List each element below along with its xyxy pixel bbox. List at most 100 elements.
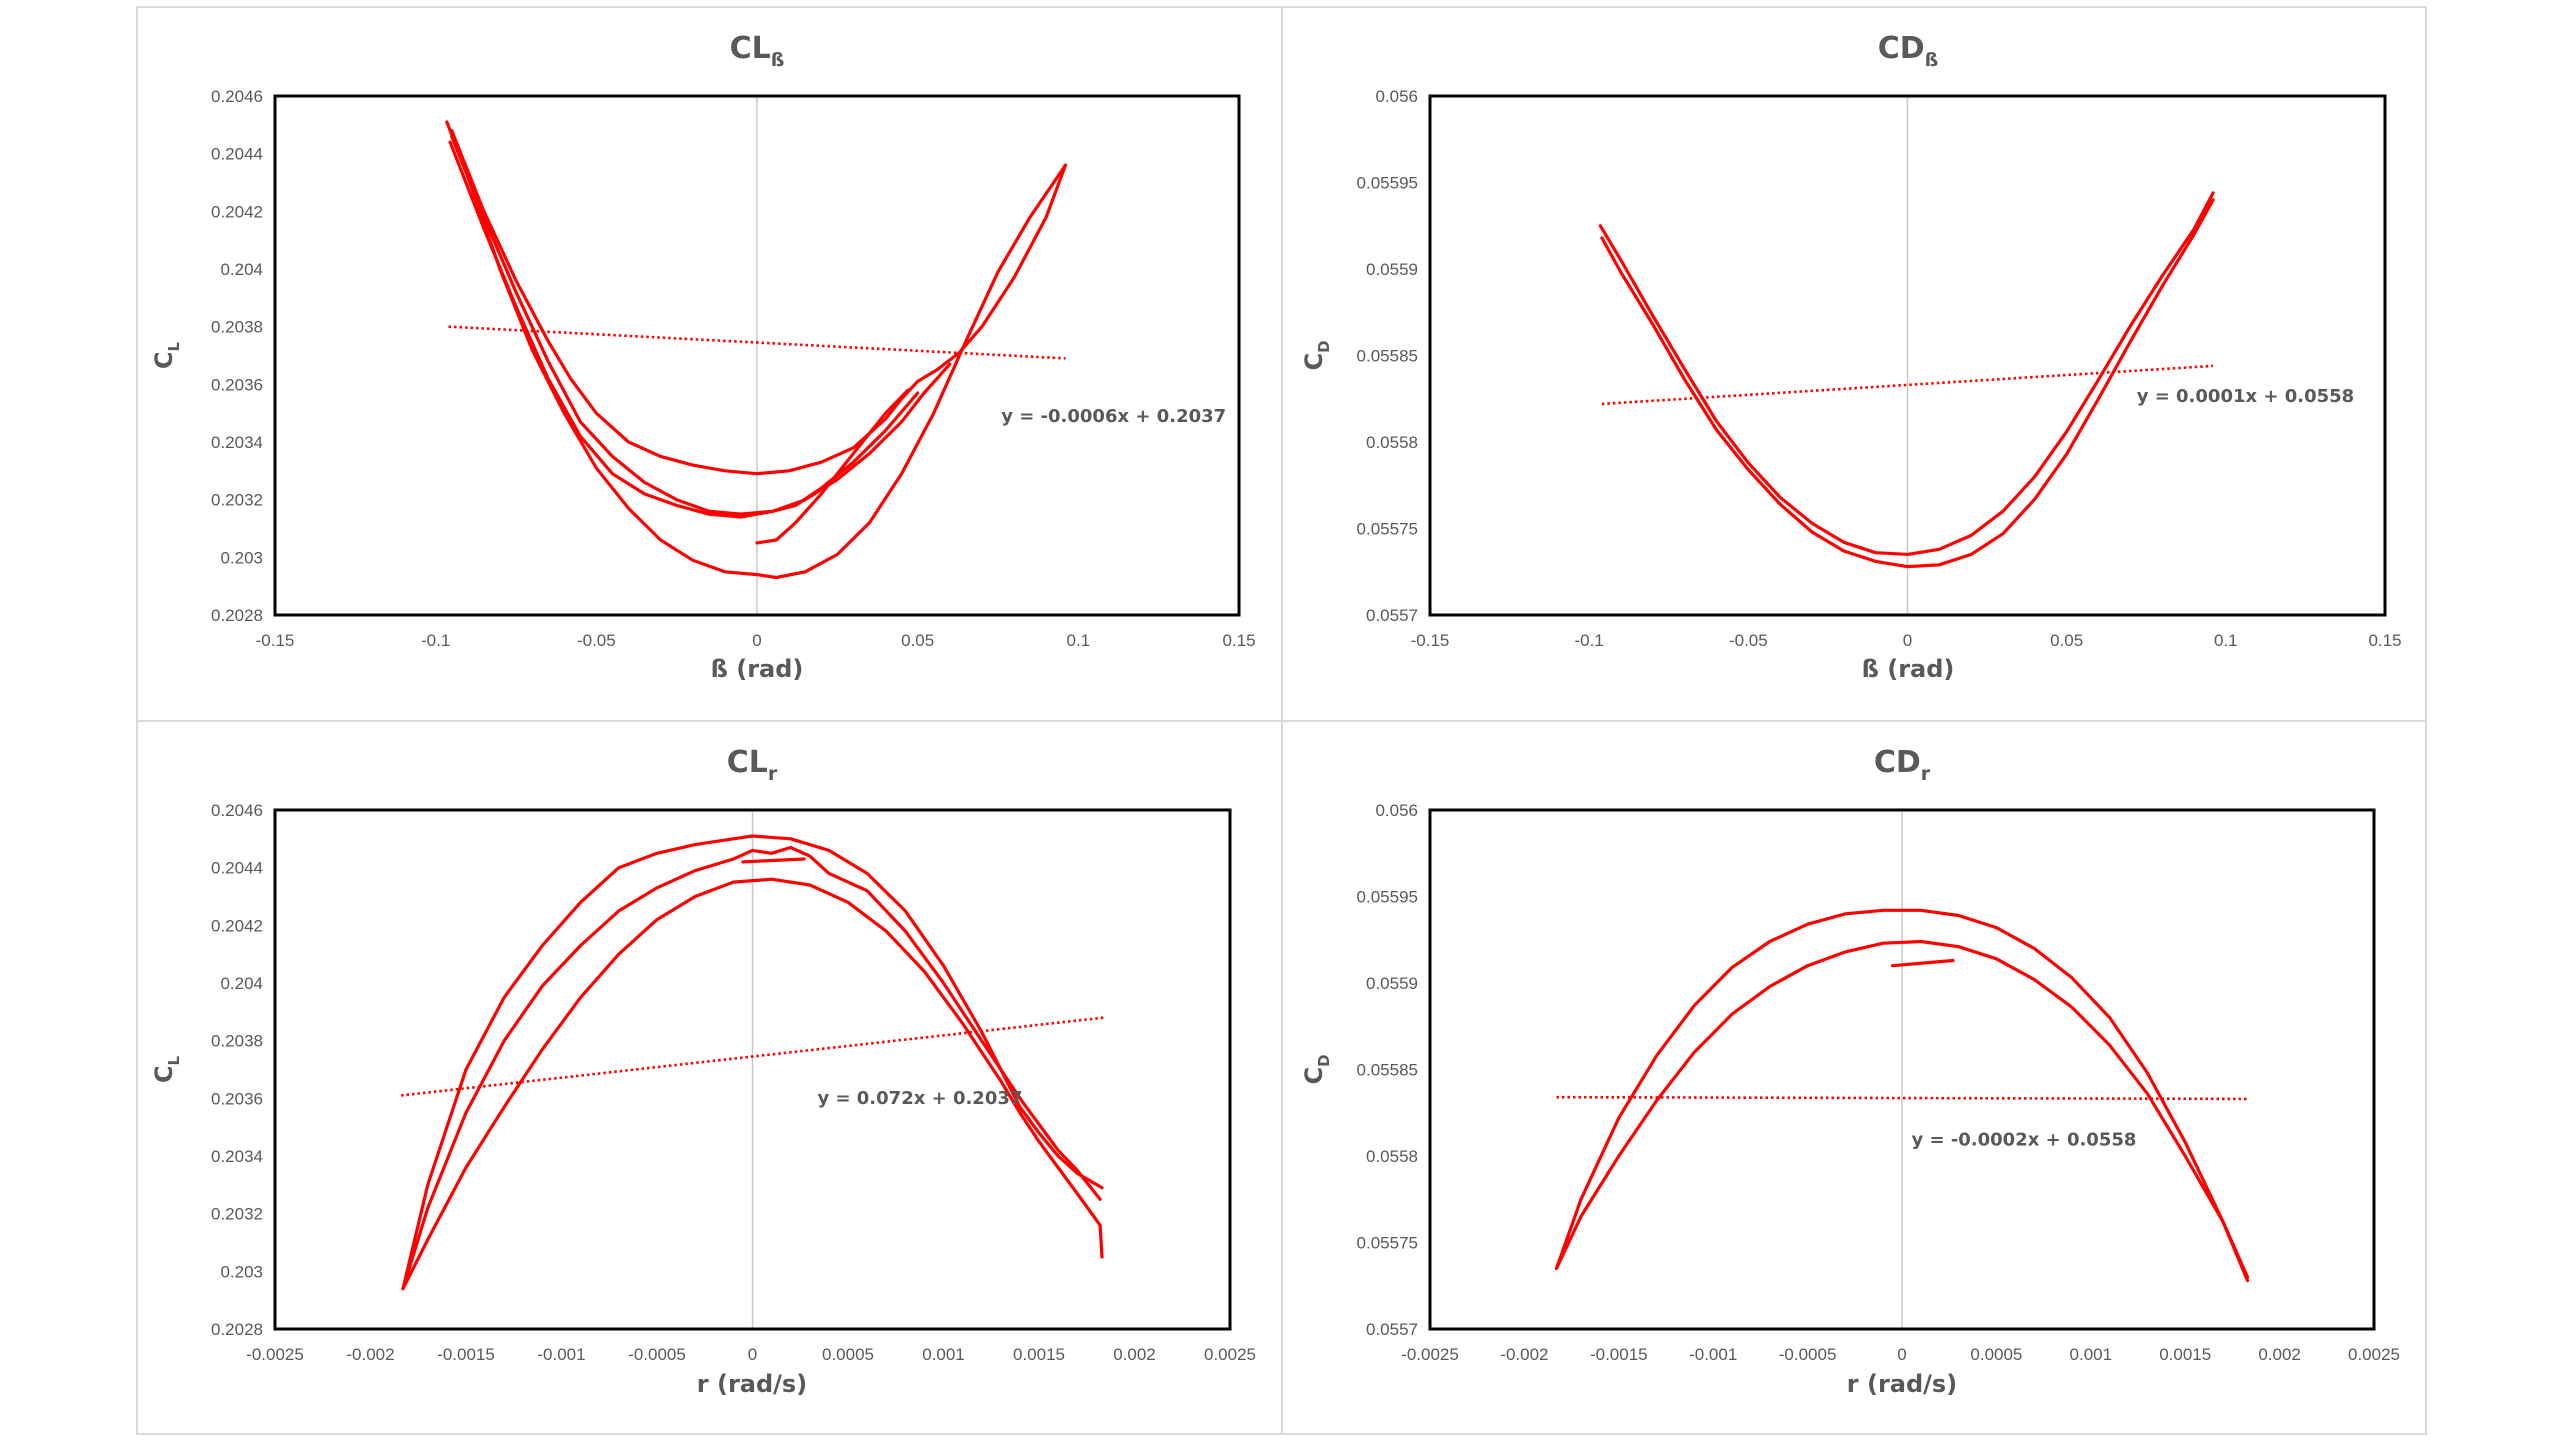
data-series-outer-loop-lower — [445, 120, 1068, 580]
x-tick-label: 0.1 — [1067, 631, 1091, 650]
x-tick-label: -0.15 — [256, 631, 295, 650]
y-axis-title-subscript: L — [165, 1055, 183, 1065]
y-tick-label: 0.2036 — [211, 1089, 263, 1108]
data-series-loop-lower — [1600, 198, 2215, 569]
plot-area-frame — [1428, 808, 2376, 1331]
y-axis-title-main: C — [1300, 1067, 1328, 1085]
data-series-middle-loop — [450, 134, 952, 516]
y-tick-label: 0.2044 — [211, 145, 263, 164]
x-tick-label: -0.0025 — [1401, 1345, 1459, 1364]
x-axis-title: r (rad/s) — [697, 1370, 807, 1398]
chart-title-main: CL — [727, 745, 768, 780]
y-tick-label: 0.2044 — [211, 859, 263, 878]
data-series-outer-arc — [1554, 908, 2250, 1283]
y-tick-label: 0.2038 — [211, 318, 263, 337]
x-tick-label: -0.05 — [577, 631, 616, 650]
chart-title-main: CD — [1874, 745, 1921, 780]
data-series-loop-upper — [1598, 191, 2215, 556]
chart-title-subscript: r — [1921, 763, 1931, 785]
chart-title-main: CD — [1878, 31, 1925, 66]
x-tick-label: 0.002 — [1113, 1345, 1156, 1364]
chart-title-subscript: r — [768, 763, 778, 785]
plot-area-frame — [273, 808, 1232, 1331]
x-tick-label: -0.1 — [1575, 631, 1604, 650]
chart-panel-cd-r — [1281, 720, 2427, 1435]
x-tick-label: -0.0025 — [246, 1345, 304, 1364]
y-tick-label: 0.2046 — [211, 801, 263, 820]
x-tick-label: 0.0015 — [2159, 1345, 2211, 1364]
trendline-equation: y = 0.0001x + 0.0558 — [2137, 386, 2355, 407]
x-axis-title: ß (rad) — [1862, 655, 1955, 683]
chart-title: CDß — [1878, 31, 1939, 71]
data-series-start-segment — [741, 857, 806, 864]
chart-panel-cd-beta — [1281, 6, 2427, 722]
y-tick-label: 0.05575 — [1357, 1234, 1418, 1253]
y-tick-label: 0.2028 — [211, 606, 263, 625]
x-axis-title: ß (rad) — [711, 655, 804, 683]
y-axis-title: CL — [150, 1055, 183, 1083]
x-tick-label: 0.0005 — [822, 1345, 874, 1364]
x-tick-label: 0 — [748, 1345, 757, 1364]
y-tick-label: 0.05595 — [1357, 888, 1418, 907]
plot-area-frame — [273, 94, 1241, 617]
y-tick-label: 0.0559 — [1366, 260, 1418, 279]
chart-title: CLß — [730, 31, 785, 71]
plot-area-frame — [1428, 94, 2387, 617]
y-axis-title: CD — [1300, 340, 1333, 370]
x-tick-label: -0.05 — [1729, 631, 1768, 650]
x-tick-label: 0.0025 — [2348, 1345, 2400, 1364]
y-tick-label: 0.2042 — [211, 202, 263, 221]
data-series-start-segment — [755, 388, 910, 545]
chart-cd_beta: y = 0.0001x + 0.0558 0.0557 0.05575 0.0558 0… — [1300, 31, 2402, 683]
y-tick-label: 0.056 — [1375, 87, 1418, 106]
trendline-equation: y = -0.0002x + 0.0558 — [1911, 1130, 2136, 1151]
y-tick-label: 0.05595 — [1357, 174, 1418, 193]
y-tick-label: 0.204 — [220, 260, 263, 279]
x-tick-label: -0.0015 — [437, 1345, 495, 1364]
y-tick-label: 0.2034 — [211, 433, 263, 452]
y-tick-label: 0.2046 — [211, 87, 263, 106]
y-tick-label: 0.2034 — [211, 1147, 263, 1166]
y-tick-label: 0.2032 — [211, 1205, 263, 1224]
trendline — [400, 1016, 1105, 1097]
chart-title-main: CL — [730, 31, 771, 66]
y-tick-label: 0.2028 — [211, 1320, 263, 1339]
x-tick-label: 0 — [752, 631, 761, 650]
chart-cl_r: y = 0.072x + 0.2037 0.2028 0.203 0.2032 0.20… — [150, 745, 1256, 1398]
x-tick-label: -0.002 — [346, 1345, 394, 1364]
y-axis-title-subscript: D — [1315, 340, 1333, 352]
y-tick-label: 0.056 — [1375, 801, 1418, 820]
y-tick-label: 0.0557 — [1366, 1320, 1418, 1339]
chart-panel-cl-r — [136, 720, 1283, 1435]
chart-title: CDr — [1874, 745, 1931, 785]
x-axis-title: r (rad/s) — [1847, 1370, 1957, 1398]
y-tick-label: 0.0558 — [1366, 1147, 1418, 1166]
y-tick-label: 0.2036 — [211, 375, 263, 394]
y-tick-label: 0.203 — [220, 548, 263, 567]
data-series-middle-wavy-arc — [401, 845, 1102, 1291]
y-axis-title-main: C — [1300, 353, 1328, 371]
x-tick-label: 0.05 — [2050, 631, 2083, 650]
x-tick-label: -0.0015 — [1590, 1345, 1648, 1364]
chart-cl_beta: y = -0.0006x + 0.2037 0.2028 0.203 0.2032 0.… — [150, 31, 1256, 683]
y-tick-label: 0.05585 — [1357, 1061, 1418, 1080]
x-tick-label: -0.001 — [1689, 1345, 1737, 1364]
y-tick-label: 0.204 — [220, 974, 263, 993]
y-tick-label: 0.203 — [220, 1262, 263, 1281]
y-tick-label: 0.2032 — [211, 491, 263, 510]
chart-title-subscript: ß — [771, 49, 785, 71]
x-tick-label: 0.0015 — [1013, 1345, 1065, 1364]
chart-cd_r: y = -0.0002x + 0.0558 0.0557 0.05575 0.0558… — [1300, 745, 2400, 1398]
data-series-inner-lower-arc — [401, 877, 1104, 1291]
data-series-inner-wavy-arc — [1554, 939, 2250, 1279]
chart-title: CLr — [727, 745, 778, 785]
data-series-start-segment — [1891, 958, 1955, 968]
y-tick-label: 0.0558 — [1366, 433, 1418, 452]
x-tick-label: 0.0005 — [1970, 1345, 2022, 1364]
y-axis-title: CL — [150, 341, 183, 369]
y-tick-label: 0.2042 — [211, 916, 263, 935]
y-tick-label: 0.2038 — [211, 1032, 263, 1051]
data-series-right-return-branch — [450, 129, 1068, 476]
chart-panel-cl-beta — [136, 6, 1283, 722]
